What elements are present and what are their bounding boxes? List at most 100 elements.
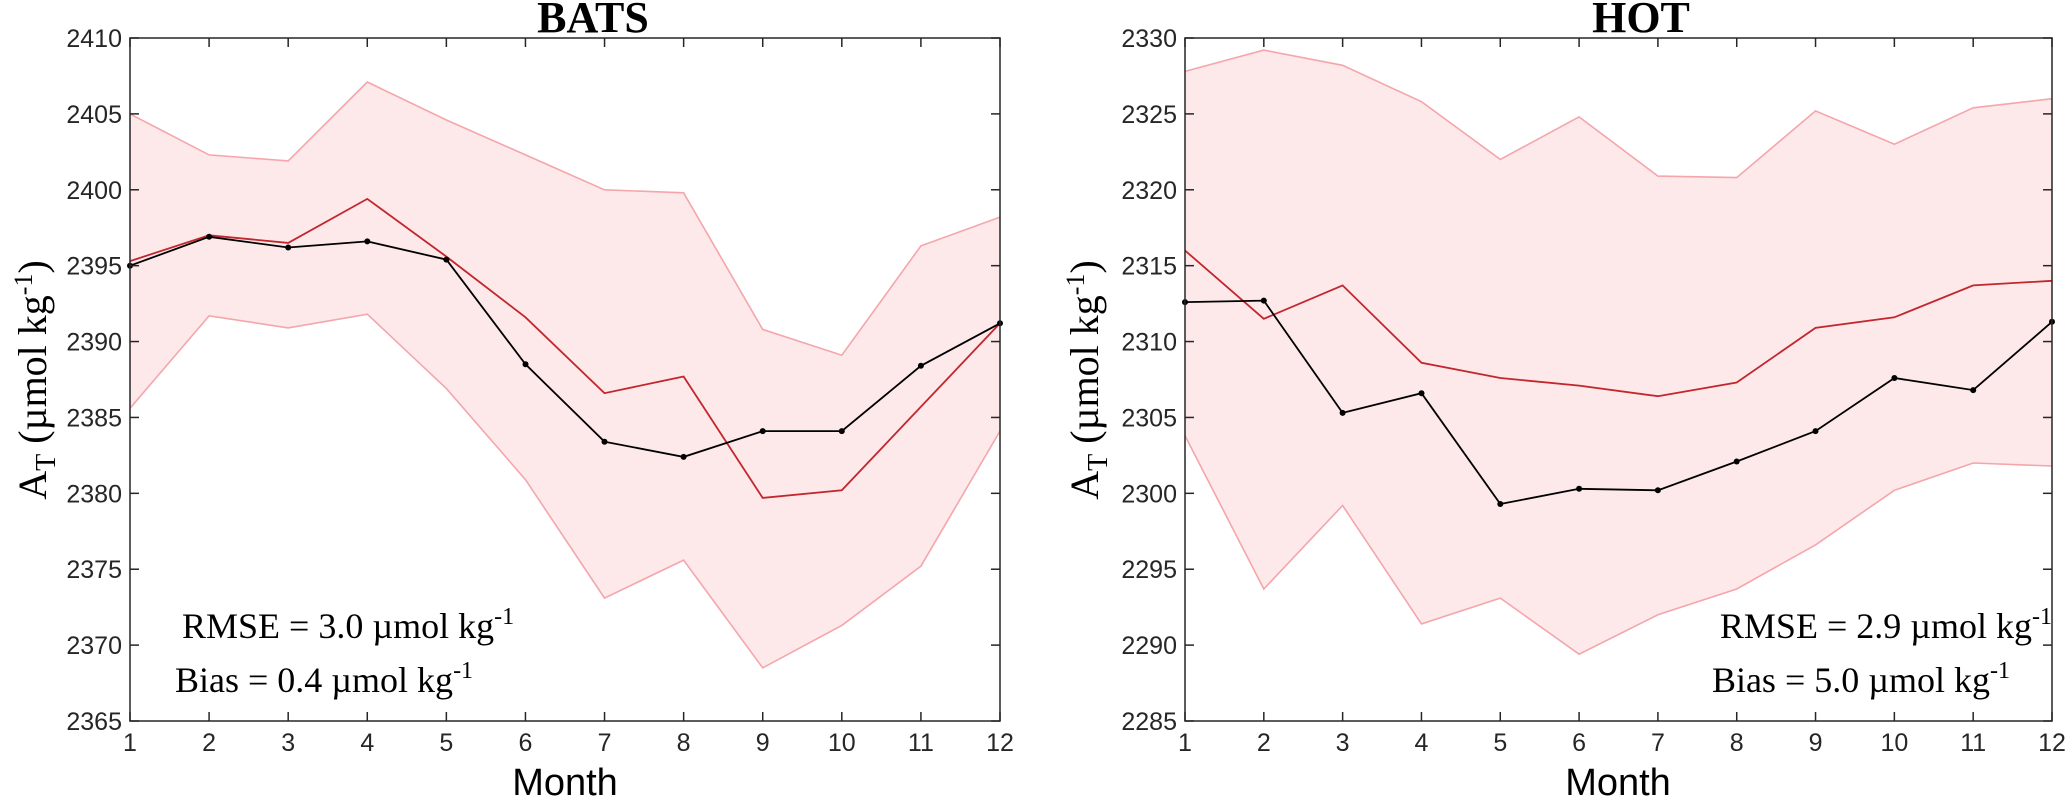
x-tick-label: 3 bbox=[281, 729, 295, 757]
data-point bbox=[680, 453, 687, 460]
y-label-main: A bbox=[1062, 471, 1107, 500]
x-tick-label: 7 bbox=[598, 729, 612, 757]
y-tick-label: 2400 bbox=[66, 177, 122, 205]
rmse-annotation: RMSE = 2.9 µmol kg-1 bbox=[1720, 604, 2052, 646]
x-tick-label: 8 bbox=[1730, 729, 1744, 757]
y-label-close: ) bbox=[10, 260, 55, 273]
x-tick-label: 8 bbox=[677, 729, 691, 757]
y-label-unit: (µmol kg bbox=[10, 295, 55, 454]
data-point bbox=[206, 233, 213, 240]
rmse-annotation: RMSE = 3.0 µmol kg-1 bbox=[182, 604, 514, 646]
rmse-text: RMSE = 3.0 µmol kg bbox=[182, 606, 494, 646]
band-lower-line bbox=[129, 313, 1001, 669]
x-tick-label: 11 bbox=[1960, 729, 1986, 757]
y-tick-label: 2300 bbox=[1121, 480, 1177, 508]
x-tick-label: 12 bbox=[2038, 729, 2066, 757]
x-axis-label: Month bbox=[512, 762, 618, 800]
data-point bbox=[917, 362, 924, 369]
x-tick-label: 9 bbox=[1809, 729, 1823, 757]
data-point bbox=[1260, 297, 1267, 304]
data-point bbox=[1497, 501, 1504, 507]
y-tick-label: 2385 bbox=[66, 404, 122, 432]
x-tick-label: 6 bbox=[1572, 729, 1586, 757]
y-label-unit: (µmol kg bbox=[1062, 295, 1107, 454]
band-area bbox=[130, 82, 1000, 668]
data-point bbox=[759, 428, 766, 435]
data-point bbox=[1891, 375, 1898, 381]
x-tick-label: 6 bbox=[519, 729, 533, 757]
y-axis-label: AT (µmol kg-1) bbox=[1061, 260, 1114, 500]
y-label-sup: -1 bbox=[1061, 274, 1090, 296]
bias-annotation: Bias = 0.4 µmol kg-1 bbox=[175, 658, 473, 700]
bias-text: Bias = 0.4 µmol kg bbox=[175, 660, 453, 700]
rmse-unit-sup: -1 bbox=[494, 604, 514, 630]
x-tick-label: 2 bbox=[202, 729, 216, 757]
band-lower-line bbox=[1184, 435, 2053, 656]
data-point bbox=[285, 244, 292, 251]
plot-frame bbox=[129, 37, 1001, 722]
y-tick-label: 2310 bbox=[1121, 329, 1177, 357]
x-tick-label: 11 bbox=[908, 729, 934, 757]
x-axis-label: Month bbox=[1565, 762, 1671, 800]
y-label-close: ) bbox=[1062, 260, 1107, 273]
bias-unit-sup: -1 bbox=[1990, 658, 2010, 684]
chart-panel-hot: HOT 228522902295230023052310231523202325… bbox=[1061, 0, 2066, 800]
y-tick-label: 2370 bbox=[66, 632, 122, 660]
rmse-text: RMSE = 2.9 µmol kg bbox=[1720, 606, 2032, 646]
x-tick-label: 9 bbox=[756, 729, 770, 757]
chart-panel-bats: BATS 23652370237523802385239023952400240… bbox=[9, 0, 1014, 800]
x-tick-label: 5 bbox=[1493, 729, 1507, 757]
x-tick-label: 4 bbox=[360, 729, 374, 757]
data-point bbox=[1812, 428, 1819, 435]
rmse-unit-sup: -1 bbox=[2032, 604, 2052, 630]
data-point bbox=[1733, 458, 1740, 465]
x-tick-label: 1 bbox=[1178, 729, 1192, 757]
y-tick-label: 2305 bbox=[1121, 404, 1177, 432]
series-line-0 bbox=[129, 235, 1001, 458]
data-point bbox=[364, 238, 371, 245]
y-tick-label: 2325 bbox=[1121, 101, 1177, 129]
y-tick-label: 2330 bbox=[1121, 25, 1177, 53]
y-tick-label: 2390 bbox=[66, 329, 122, 357]
y-tick-label: 2320 bbox=[1121, 177, 1177, 205]
y-tick-label: 2365 bbox=[66, 708, 122, 736]
data-point bbox=[1970, 387, 1977, 394]
data-point bbox=[1576, 485, 1583, 492]
y-tick-label: 2315 bbox=[1121, 253, 1177, 281]
series-line-1 bbox=[129, 197, 1001, 499]
x-tick-label: 3 bbox=[1336, 729, 1350, 757]
series-line-1 bbox=[1184, 249, 2053, 398]
y-tick-label: 2405 bbox=[66, 101, 122, 129]
y-tick-label: 2375 bbox=[66, 556, 122, 584]
bias-text: Bias = 5.0 µmol kg bbox=[1712, 660, 1990, 700]
y-label-sub: T bbox=[1083, 454, 1114, 471]
data-point bbox=[1654, 487, 1661, 494]
x-tick-label: 12 bbox=[986, 729, 1014, 757]
y-tick-label: 2380 bbox=[66, 480, 122, 508]
band-upper-line bbox=[129, 81, 1001, 357]
bias-unit-sup: -1 bbox=[453, 658, 473, 684]
band-area bbox=[1185, 50, 2052, 655]
data-point bbox=[443, 256, 450, 263]
chart-title: BATS bbox=[537, 0, 649, 42]
y-label-sup: -1 bbox=[9, 274, 38, 296]
chart-title: HOT bbox=[1592, 0, 1690, 42]
y-tick-label: 2290 bbox=[1121, 632, 1177, 660]
data-point bbox=[601, 438, 608, 445]
y-axis-label: AT (µmol kg-1) bbox=[9, 260, 62, 500]
y-label-main: A bbox=[10, 471, 55, 500]
y-label-sub: T bbox=[31, 454, 62, 471]
x-tick-label: 2 bbox=[1257, 729, 1271, 757]
x-tick-label: 10 bbox=[1880, 729, 1908, 757]
y-tick-label: 2295 bbox=[1121, 556, 1177, 584]
data-point bbox=[1418, 390, 1425, 397]
data-point bbox=[522, 361, 529, 368]
y-tick-label: 2410 bbox=[66, 25, 122, 53]
data-point bbox=[838, 428, 845, 435]
x-tick-label: 1 bbox=[123, 729, 137, 757]
x-tick-label: 5 bbox=[439, 729, 453, 757]
y-tick-label: 2285 bbox=[1121, 708, 1177, 736]
y-tick-label: 2395 bbox=[66, 253, 122, 281]
band-upper-line bbox=[1184, 49, 2053, 179]
